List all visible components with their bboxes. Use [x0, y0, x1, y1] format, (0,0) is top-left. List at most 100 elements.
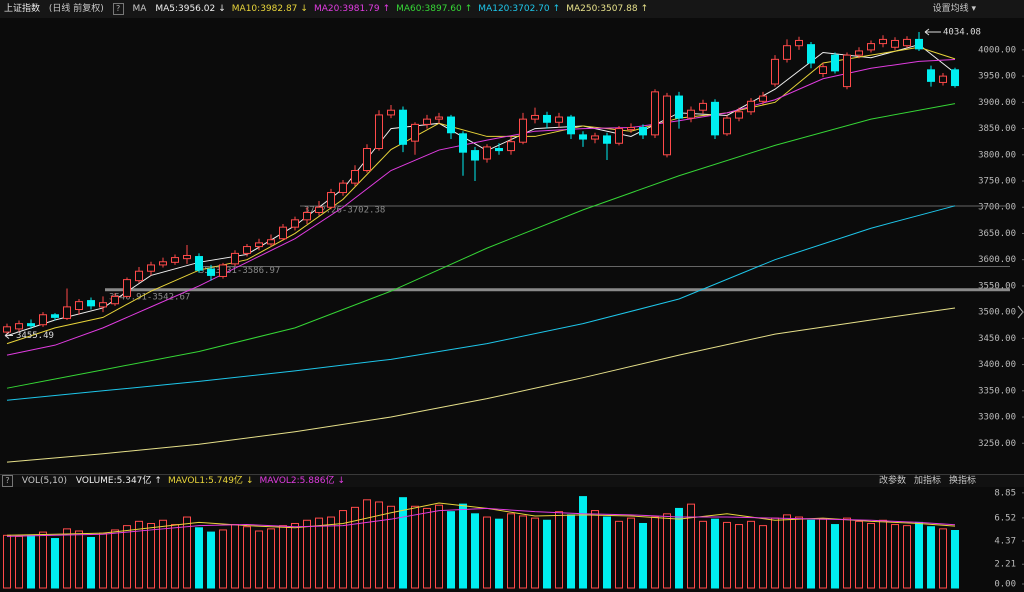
- candle-body: [375, 114, 383, 149]
- candle-body: [219, 264, 227, 277]
- volume-bar: [75, 530, 83, 589]
- ma-arrow: ↑: [552, 4, 561, 14]
- annotation-arrow: [4, 332, 13, 339]
- volume-bar: [123, 525, 131, 589]
- candle-body: [927, 69, 935, 82]
- candle-body: [111, 295, 119, 305]
- candle-body: [543, 114, 551, 123]
- candle-body: [447, 116, 455, 134]
- y-tick-label: 8.85: [994, 488, 1016, 498]
- volume-bar: [927, 526, 935, 589]
- volume-bar: [399, 497, 407, 589]
- volume-bar: [711, 518, 719, 589]
- indicator-button[interactable]: 加指标: [913, 476, 941, 486]
- candle-body: [27, 323, 35, 327]
- volume-bar: [51, 538, 59, 589]
- candle-body: [411, 123, 419, 142]
- candle-body: [459, 133, 467, 153]
- candle-body: [507, 141, 515, 152]
- candle-body: [783, 45, 791, 60]
- y-tick-label: 3500.00: [978, 308, 1016, 318]
- candle-body: [327, 192, 335, 208]
- volume-bar: [591, 510, 599, 589]
- ma-arrow: ↑: [382, 4, 391, 14]
- volume-bar: [939, 528, 947, 589]
- volume-bar: [807, 519, 815, 589]
- volume-bar: [831, 524, 839, 589]
- candle-body: [735, 111, 743, 119]
- volume-bar: [459, 503, 467, 589]
- volume-bar: [639, 522, 647, 589]
- candle-body: [879, 38, 887, 45]
- volume-bar: [267, 528, 275, 589]
- help-button[interactable]: ?: [2, 475, 13, 487]
- ma-line: [6, 507, 956, 537]
- indicator-button[interactable]: 改参数: [878, 476, 906, 486]
- candle-body: [363, 147, 371, 172]
- candle-body: [123, 279, 131, 297]
- candle-body: [231, 252, 239, 265]
- candle-body: [147, 264, 155, 272]
- volume-bar: [531, 517, 539, 589]
- volume-bar: [315, 517, 323, 589]
- volume-bar: [219, 529, 227, 589]
- volume-bar: [879, 519, 887, 589]
- volume-bar: [243, 526, 251, 589]
- volume-bar: [471, 513, 479, 589]
- volume-header-bg: [0, 475, 1024, 487]
- candle-body: [51, 314, 59, 318]
- volume-bar: [159, 519, 167, 589]
- volume-bar: [339, 510, 347, 589]
- volume-bar: [363, 499, 371, 589]
- candle-body: [195, 256, 203, 271]
- volume-bar: [255, 530, 263, 589]
- volume-bar: [555, 511, 563, 589]
- y-tick-label: 3950.00: [978, 72, 1016, 82]
- volume-bar: [27, 534, 35, 589]
- vol-value: MAVOL2:5.886亿: [259, 476, 335, 486]
- volume-bar: [867, 522, 875, 589]
- candle-body: [243, 246, 251, 254]
- help-button[interactable]: ?: [112, 3, 124, 15]
- volume-bar: [423, 507, 431, 589]
- candle-body: [819, 66, 827, 74]
- candle-body: [339, 182, 347, 194]
- volume-bar: [147, 522, 155, 589]
- candle-body: [603, 135, 611, 144]
- volume-bar: [387, 505, 395, 589]
- candle-body: [915, 38, 923, 50]
- indicator-button[interactable]: 换指标: [948, 476, 976, 486]
- ma-line: [6, 46, 956, 345]
- y-tick-label: 3550.00: [978, 281, 1016, 291]
- volume-bar: [507, 513, 515, 589]
- volume-bar: [951, 530, 959, 589]
- ma-line: [6, 58, 956, 356]
- volume-bar: [3, 534, 11, 589]
- volume-bar: [723, 521, 731, 589]
- candle-body: [435, 116, 443, 120]
- volume-bar: [579, 496, 587, 589]
- candle-body: [135, 270, 143, 282]
- volume-bar: [183, 516, 191, 589]
- volume-bar: [651, 516, 659, 589]
- volume-bar: [171, 524, 179, 589]
- candle-body: [639, 127, 647, 136]
- candle-body: [519, 118, 527, 143]
- y-tick-label: 3250.00: [978, 439, 1016, 449]
- volume-bar: [195, 527, 203, 589]
- candle-body: [843, 54, 851, 88]
- candle-body: [315, 206, 323, 213]
- volume-bar: [675, 507, 683, 589]
- volume-bar: [375, 501, 383, 589]
- candle-body: [795, 39, 803, 47]
- volume-bar: [795, 516, 803, 589]
- ma-settings[interactable]: 设置均线 ▾: [932, 4, 976, 14]
- ma-value: MA5:3956.02: [155, 4, 216, 14]
- y-tick-label: 3700.00: [978, 203, 1016, 213]
- vol-value: MAVOL1:5.749亿: [167, 476, 243, 486]
- volume-bar: [627, 517, 635, 589]
- candle-body: [555, 116, 563, 123]
- candle-body: [699, 102, 707, 111]
- header-bg: [0, 0, 1024, 18]
- candle-body: [39, 314, 47, 326]
